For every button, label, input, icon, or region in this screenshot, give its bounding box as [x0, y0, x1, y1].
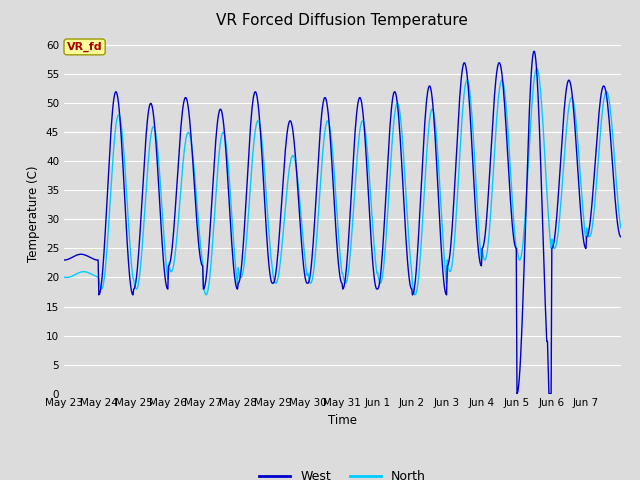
West	[125, 270, 133, 276]
West	[60, 257, 68, 263]
West	[513, 391, 521, 396]
West	[431, 131, 439, 137]
North	[228, 222, 236, 228]
West	[530, 48, 538, 54]
West	[255, 114, 263, 120]
North	[277, 252, 285, 258]
Y-axis label: Temperature (C): Temperature (C)	[28, 165, 40, 262]
Title: VR Forced Diffusion Temperature: VR Forced Diffusion Temperature	[216, 13, 468, 28]
Text: VR_fd: VR_fd	[67, 42, 102, 52]
North	[60, 274, 68, 280]
West	[228, 240, 236, 245]
Legend: West, North: West, North	[254, 465, 431, 480]
North	[401, 167, 408, 172]
North	[202, 292, 210, 298]
North	[125, 233, 133, 239]
West	[400, 197, 408, 203]
North	[432, 124, 440, 130]
X-axis label: Time: Time	[328, 414, 357, 427]
North	[617, 225, 625, 231]
West	[276, 218, 284, 224]
North	[256, 123, 264, 129]
Line: North: North	[64, 69, 621, 295]
North	[532, 66, 540, 72]
West	[617, 234, 625, 240]
Line: West: West	[64, 51, 621, 394]
